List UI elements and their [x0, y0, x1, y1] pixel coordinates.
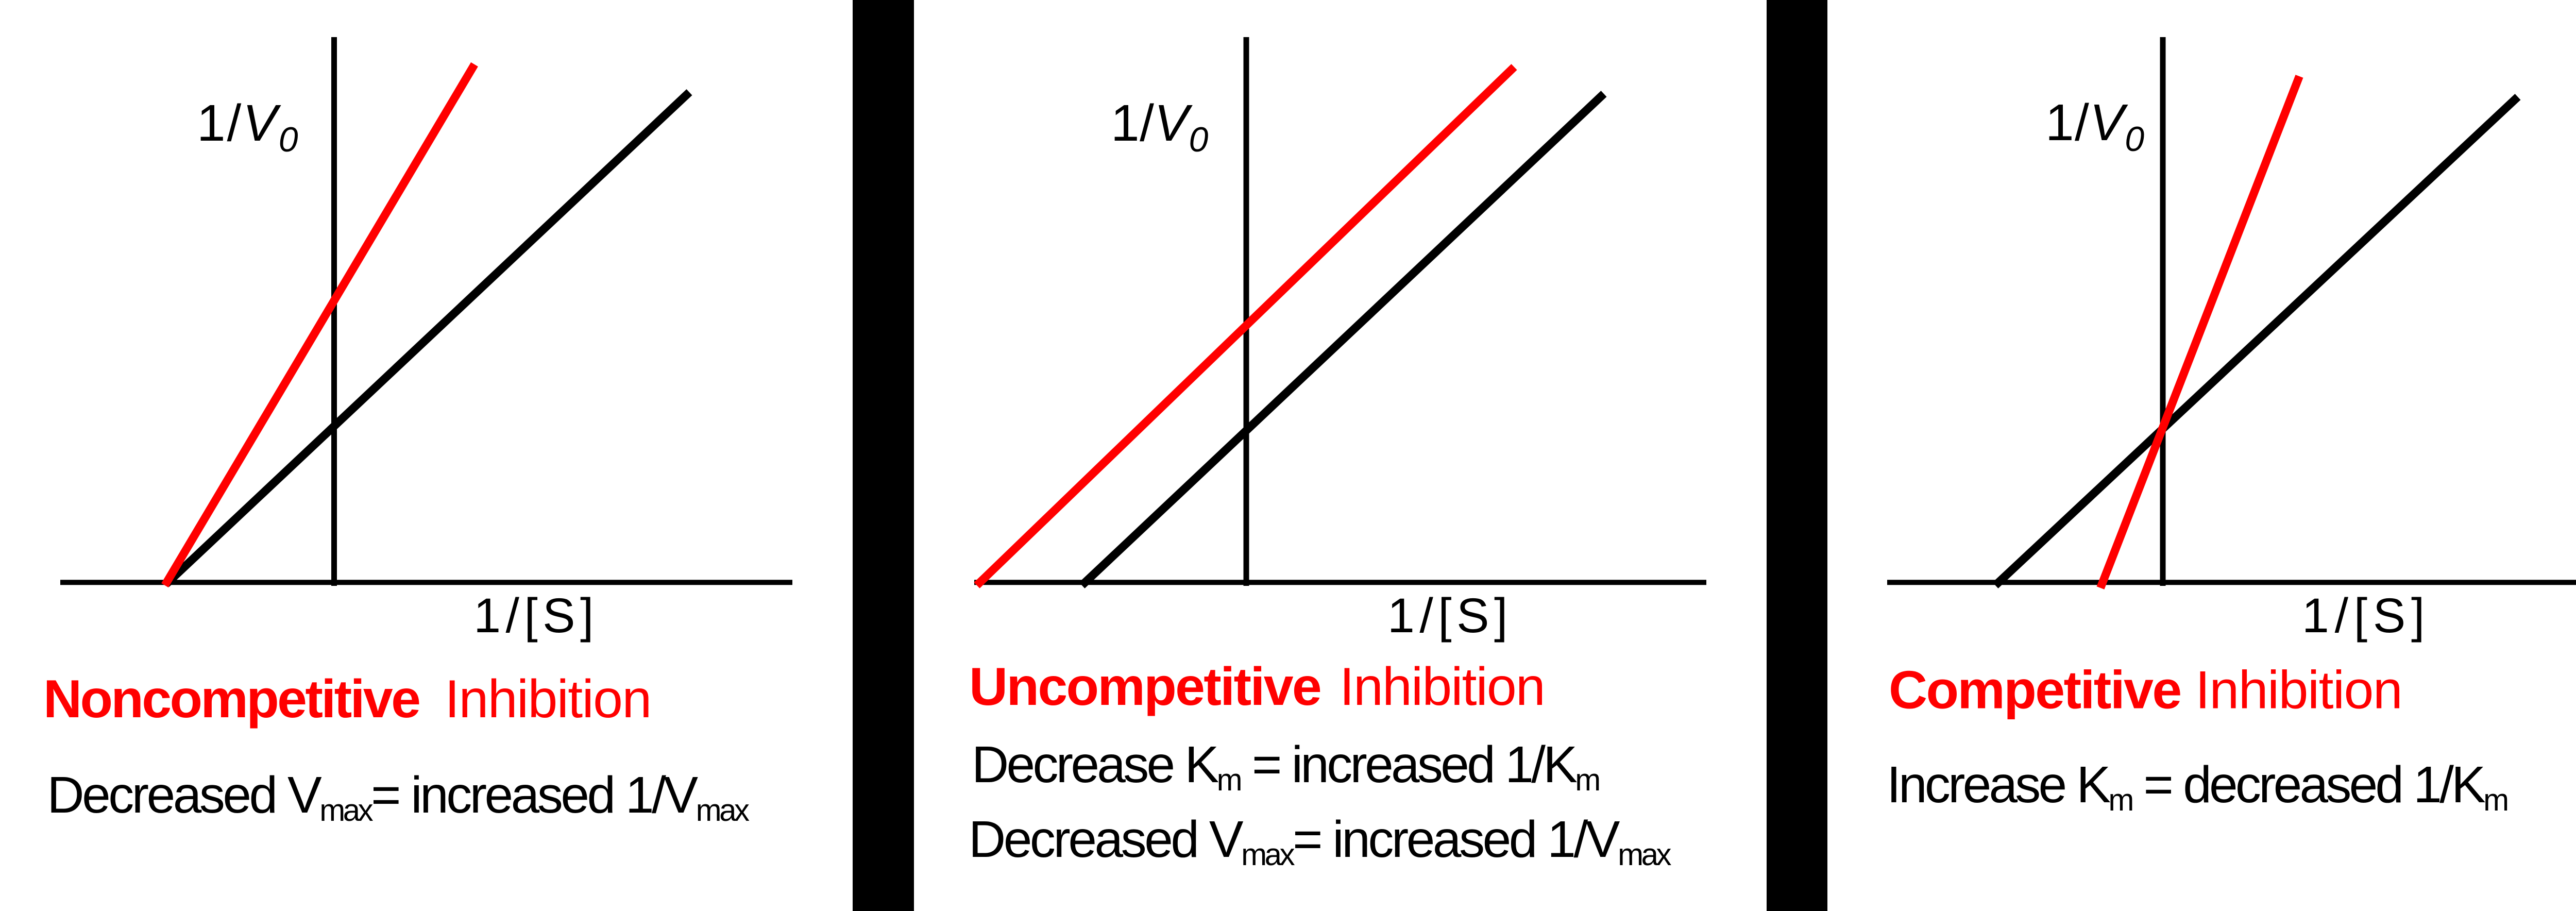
svg-text:Competitive: Competitive	[1889, 661, 2181, 720]
svg-text:Inhibition: Inhibition	[1340, 657, 1545, 717]
svg-text:Inhibition: Inhibition	[445, 669, 651, 729]
svg-text:1/V0: 1/V0	[2045, 94, 2145, 159]
svg-text:Inhibition: Inhibition	[2195, 661, 2402, 720]
svg-text:Uncompetitive: Uncompetitive	[969, 657, 1320, 717]
svg-text:Decreased Vmax= increased 1/Vm: Decreased Vmax= increased 1/Vmax	[47, 766, 750, 828]
svg-text:Noncompetitive: Noncompetitive	[43, 669, 419, 729]
svg-text:Decreased Vmax= increased 1/Vm: Decreased Vmax= increased 1/Vmax	[969, 811, 1672, 872]
svg-text:Decrease Km = increased 1/Km: Decrease Km = increased 1/Km	[972, 736, 1599, 797]
svg-text:Increase Km = decreased 1/Km: Increase Km = decreased 1/Km	[1887, 756, 2507, 817]
svg-text:1/[S]: 1/[S]	[2302, 588, 2430, 643]
svg-text:1/V0: 1/V0	[197, 94, 299, 159]
svg-text:1/[S]: 1/[S]	[1387, 588, 1513, 643]
svg-text:1/[S]: 1/[S]	[473, 588, 599, 643]
